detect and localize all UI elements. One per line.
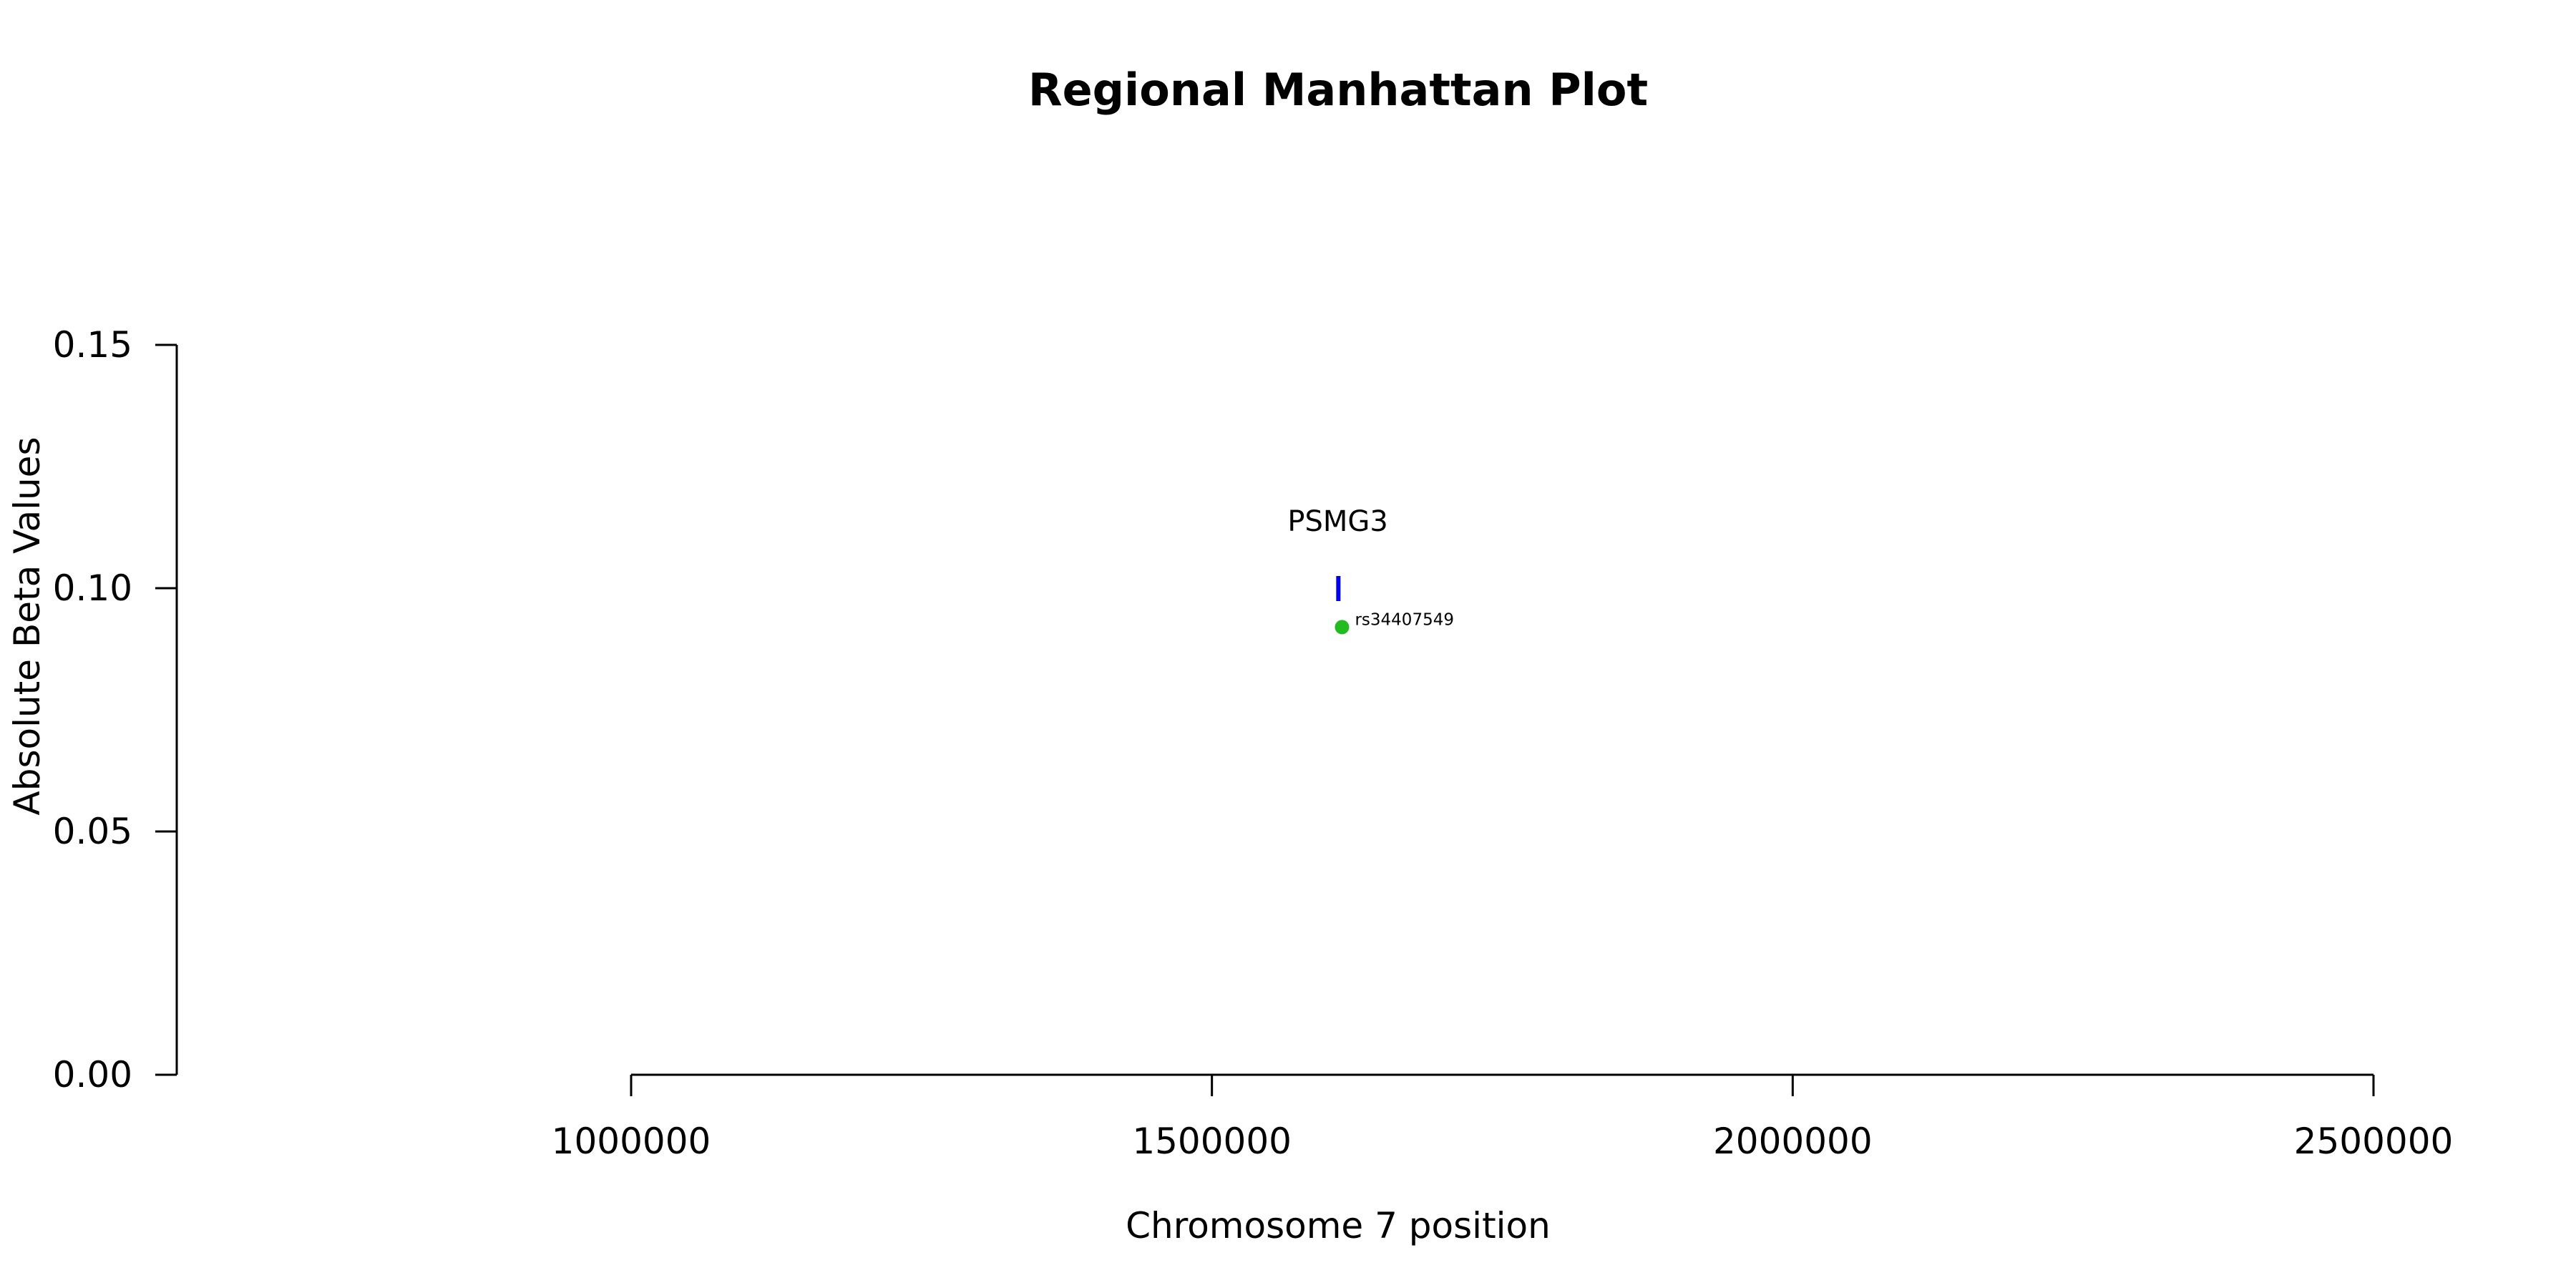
x-axis-title: Chromosome 7 position — [1126, 1205, 1551, 1246]
gene-label: PSMG3 — [1287, 505, 1387, 538]
gene-layer: PSMG3 — [1287, 505, 1388, 601]
y-tick-label: 0.05 — [53, 811, 132, 852]
x-tick-label: 1500000 — [1132, 1121, 1292, 1162]
y-tick-label: 0.10 — [53, 567, 132, 609]
gene-bar — [1336, 576, 1341, 601]
x-tick-label: 2000000 — [1713, 1121, 1873, 1162]
points-layer: rs34407549 — [1335, 610, 1454, 635]
y-tick-label: 0.00 — [53, 1054, 132, 1096]
snp-point — [1335, 620, 1350, 635]
x-axis: 1000000 1500000 2000000 2500000 — [552, 1073, 2454, 1162]
y-axis-title: Absolute Beta Values — [6, 437, 48, 816]
y-tick-label: 0.15 — [53, 324, 132, 366]
snp-label: rs34407549 — [1355, 610, 1454, 629]
chart-title: Regional Manhattan Plot — [1028, 64, 1648, 116]
y-axis: 0.00 0.05 0.10 0.15 — [53, 324, 178, 1096]
x-tick-label: 2500000 — [2294, 1121, 2454, 1162]
x-tick-label: 1000000 — [552, 1121, 711, 1162]
